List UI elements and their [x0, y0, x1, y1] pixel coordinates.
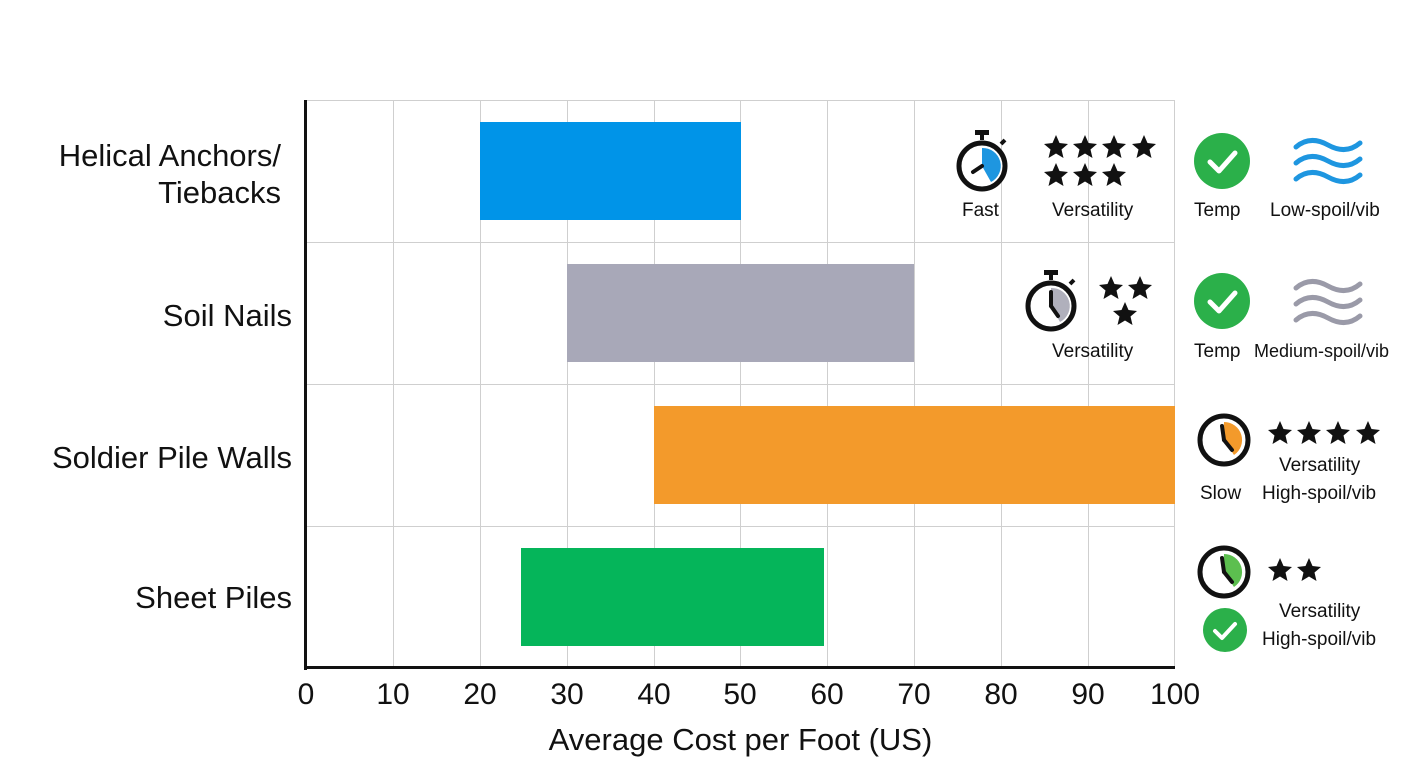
x-tick: 70 [897, 678, 931, 711]
check-circle-icon [1194, 133, 1250, 189]
plot-area [304, 100, 1175, 670]
x-tick: 10 [376, 678, 410, 711]
temp-label: Temp [1194, 341, 1241, 362]
stopwatch-fast-icon [956, 130, 1008, 192]
versatility-label: Versatility [1052, 341, 1134, 362]
speed-label: Slow [1200, 483, 1242, 504]
bar-soil-nails[interactable] [567, 264, 914, 362]
category-label-soldier-pile: Soldier Pile Walls [51, 440, 292, 475]
clock-slow-icon [1197, 413, 1251, 467]
waves-medium-icon [1293, 279, 1363, 325]
bar-sheet-piles[interactable] [521, 548, 824, 646]
gridline [306, 384, 1175, 385]
clock-medium-icon [1197, 545, 1251, 599]
category-label-helical-line1: Helical Anchors/ [58, 138, 281, 173]
category-label-helical-line2: Tiebacks [158, 175, 281, 210]
category-label-soil-nails: Soil Nails [162, 298, 292, 333]
x-tick: 80 [984, 678, 1018, 711]
x-tick: 30 [550, 678, 584, 711]
category-label-sheet-piles: Sheet Piles [135, 580, 292, 615]
x-axis-title: Average Cost per Foot (US) [548, 722, 933, 757]
y-axis [304, 100, 307, 670]
temp-label: Temp [1194, 200, 1241, 221]
stopwatch-medium-icon [1025, 270, 1077, 332]
x-tick: 40 [637, 678, 671, 711]
spoil-label: High-spoil/vib [1262, 629, 1377, 650]
waves-low-icon [1293, 138, 1363, 184]
versatility-stars-icon [1268, 558, 1321, 581]
spoil-label: Low-spoil/vib [1270, 200, 1380, 221]
bar-helical-anchors[interactable] [480, 122, 741, 220]
versatility-stars-icon [1099, 276, 1152, 325]
x-tick: 50 [723, 678, 757, 711]
check-circle-icon [1203, 608, 1247, 652]
bar-soldier-pile-walls[interactable] [654, 406, 1175, 504]
x-tick: 0 [297, 678, 315, 711]
gridline [306, 526, 1175, 527]
gridline [306, 100, 1175, 101]
gridline [306, 242, 1175, 243]
versatility-label: Versatility [1279, 455, 1361, 476]
x-tick: 90 [1071, 678, 1105, 711]
spoil-label: Medium-spoil/vib [1254, 341, 1390, 361]
versatility-label: Versatility [1052, 200, 1134, 221]
versatility-label: Versatility [1279, 601, 1361, 622]
spoil-label: High-spoil/vib [1262, 483, 1377, 504]
versatility-stars-icon [1268, 421, 1380, 444]
versatility-stars-icon [1044, 135, 1156, 186]
check-circle-icon [1194, 273, 1250, 329]
x-axis [304, 666, 1175, 669]
x-tick: 20 [463, 678, 497, 711]
x-tick: 100 [1149, 678, 1201, 711]
x-tick: 60 [810, 678, 844, 711]
speed-label: Fast [962, 200, 999, 221]
